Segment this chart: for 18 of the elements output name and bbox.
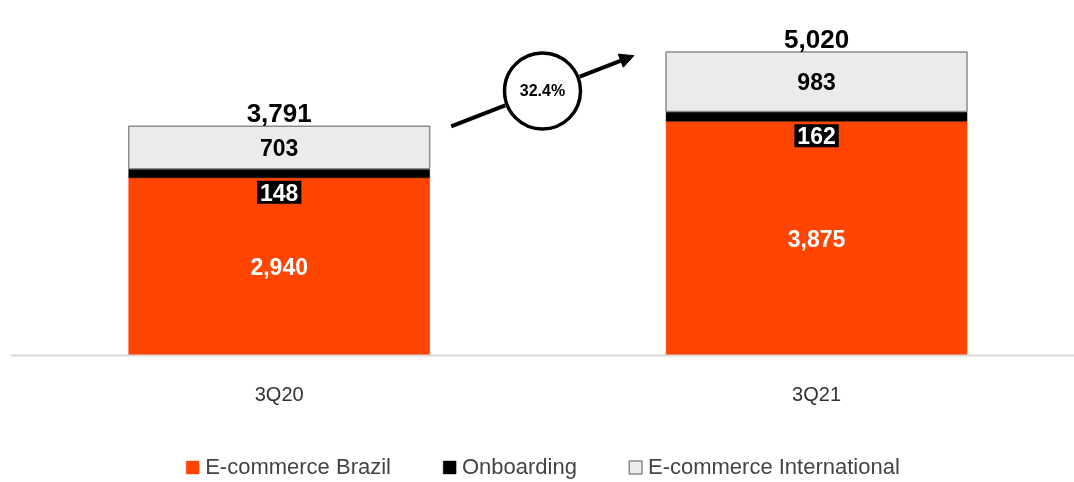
data-label: 703 — [260, 135, 299, 162]
legend-label: Onboarding — [461, 454, 577, 480]
legend-label: E-commerce International — [647, 454, 900, 480]
total-label: 3,791 — [246, 98, 312, 129]
bar — [665, 51, 968, 113]
data-label: 148 — [260, 179, 299, 206]
data-label: 983 — [797, 69, 836, 96]
bar — [665, 121, 968, 356]
x-tick-label: 3Q20 — [254, 382, 304, 405]
annotation: 32.4% — [519, 82, 566, 100]
total-label: 5,020 — [784, 23, 850, 54]
bar — [127, 125, 431, 170]
legend-label: E-commerce Brazil — [205, 454, 391, 480]
data-label: 162 — [797, 123, 836, 150]
x-tick-label: 3Q21 — [792, 382, 842, 405]
bar — [128, 177, 430, 356]
data-label: 2,940 — [250, 254, 308, 281]
data-label: 3,875 — [787, 225, 846, 252]
